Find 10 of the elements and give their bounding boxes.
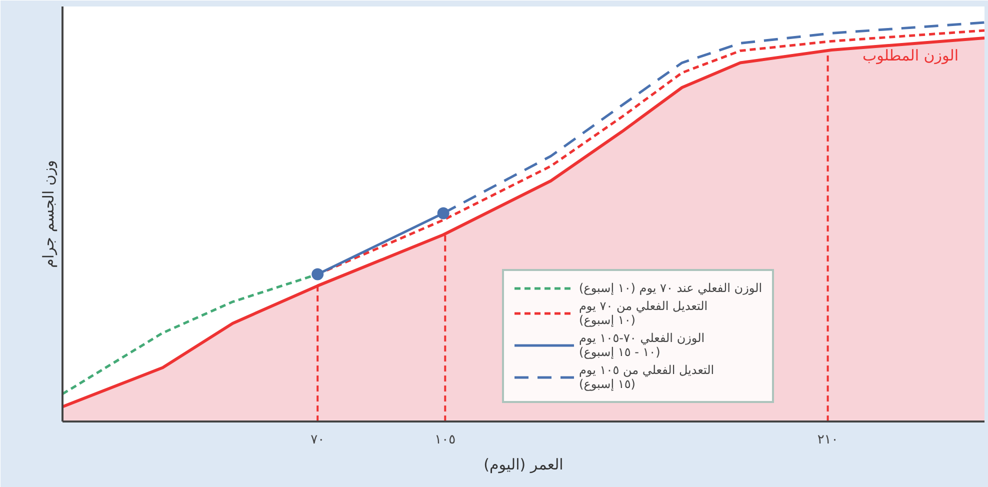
- x-tick-label: ٧٠: [310, 432, 325, 448]
- x-tick-label: ١٠٥: [434, 432, 456, 448]
- legend-label: الوزن الفعلي عند ٧٠ يوم (١٠ إسبوع): [579, 281, 762, 295]
- x-axis-title: العمر (اليوم): [484, 456, 564, 474]
- annotation: الوزن المطلوب: [862, 46, 959, 64]
- legend-label: التعديل الفعلي من ٧٠ يوم (١٠ إسبوع): [579, 299, 708, 327]
- y-axis-title: وزن الجسم جرام: [40, 160, 58, 268]
- legend-label: التعديل الفعلي من ١٠٥ يوم (١٥ إسبوع): [579, 363, 714, 391]
- legend-label: الوزن الفعلي ٧٠-١٠٥ يوم (١٠ - ١٥ إسبوع): [579, 331, 705, 359]
- x-tick-label: ٢١٠: [817, 432, 838, 448]
